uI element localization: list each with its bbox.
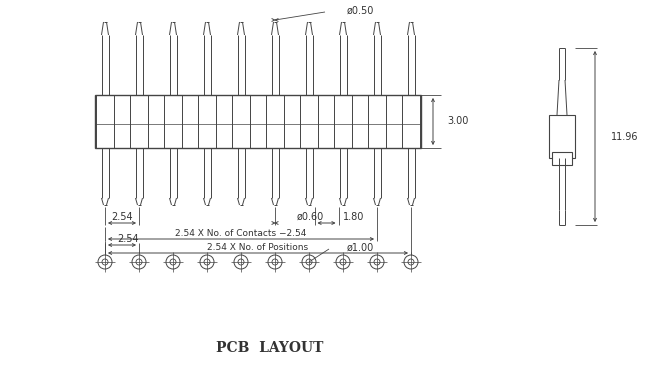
Text: 2.54 X No. of Contacts −2.54: 2.54 X No. of Contacts −2.54 <box>175 228 307 237</box>
Text: PCB  LAYOUT: PCB LAYOUT <box>216 341 324 355</box>
Bar <box>266 95 284 148</box>
Bar <box>402 95 420 148</box>
Bar <box>300 95 318 148</box>
Text: 11.96: 11.96 <box>611 132 638 141</box>
Bar <box>95 95 421 148</box>
Text: 2.54: 2.54 <box>111 212 133 222</box>
Bar <box>96 95 114 148</box>
Bar <box>164 95 182 148</box>
Text: ø0.60: ø0.60 <box>297 212 324 222</box>
Text: 2.54 X No. of Positions: 2.54 X No. of Positions <box>207 243 309 251</box>
Text: 2.54: 2.54 <box>117 234 139 244</box>
Bar <box>232 95 250 148</box>
Text: 1.80: 1.80 <box>343 212 364 222</box>
Text: ø1.00: ø1.00 <box>347 243 374 253</box>
Bar <box>334 95 352 148</box>
Text: ø0.50: ø0.50 <box>347 6 374 16</box>
Bar <box>552 152 572 165</box>
Bar <box>368 95 386 148</box>
Text: 3.00: 3.00 <box>447 116 468 127</box>
Bar <box>130 95 148 148</box>
Bar <box>198 95 216 148</box>
Bar <box>549 115 575 158</box>
